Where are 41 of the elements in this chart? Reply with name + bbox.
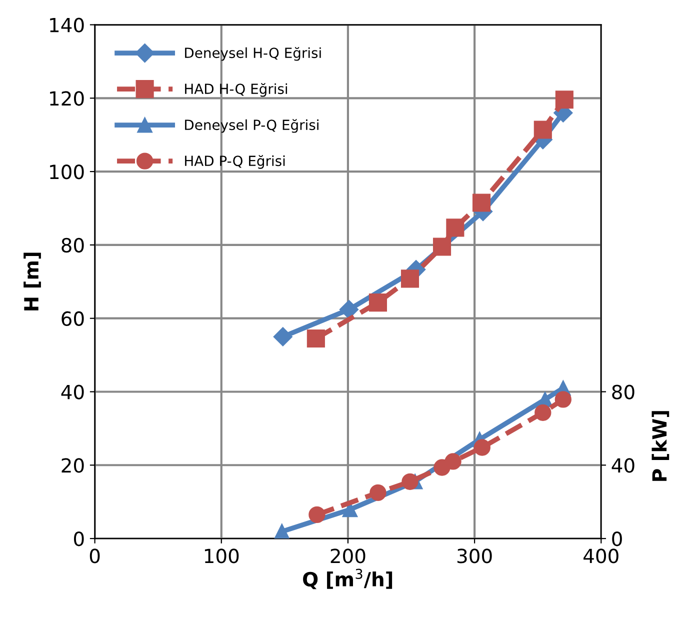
point: [400, 270, 420, 288]
x-tick-label: 300: [457, 548, 492, 564]
point: [368, 294, 387, 312]
y2-tick-label: 0: [612, 531, 622, 546]
y-tick-label: 40: [61, 384, 84, 400]
point: [339, 300, 359, 320]
y-tick-label: 100: [50, 164, 84, 180]
point: [274, 524, 290, 539]
y-axis-title: H [m]: [24, 252, 41, 310]
point: [555, 90, 574, 109]
y2-tick-label: 40: [612, 458, 634, 473]
y-tick-label: 60: [62, 311, 84, 326]
point: [273, 327, 292, 346]
point: [534, 120, 552, 139]
point: [472, 194, 491, 212]
point: [308, 506, 326, 524]
y-tick-label: 80: [62, 238, 84, 253]
legend-label: Deneysel H-Q Eğrisi: [185, 46, 321, 61]
point: [474, 439, 490, 456]
legend-label: Deneysel P-Q Eğrisi: [185, 119, 318, 133]
legend-label: HAD P-Q Eğrisi: [185, 155, 285, 169]
x-tick-label: 100: [204, 548, 239, 564]
x-tick-label: 0: [90, 548, 100, 564]
point: [306, 330, 325, 348]
point: [554, 391, 572, 408]
legend-label: HAD H-Q Eğrisi: [185, 83, 288, 97]
y-tick-label: 120: [50, 91, 84, 106]
x-tick-label: 400: [584, 548, 618, 564]
y-tick-label: 20: [62, 458, 84, 473]
y-tick-label: 0: [74, 531, 84, 546]
point: [534, 404, 552, 421]
point: [446, 218, 464, 237]
x-tick-label: 200: [330, 548, 366, 564]
y2-axis-title: P [kW]: [652, 411, 670, 481]
point: [444, 453, 462, 470]
x-axis-title: Q [m$^{3}$/h]: [303, 568, 392, 590]
point: [432, 238, 452, 256]
y2-tick-label: 80: [612, 384, 634, 400]
point: [402, 473, 418, 490]
y-tick-label: 140: [50, 18, 84, 32]
point: [370, 484, 386, 501]
